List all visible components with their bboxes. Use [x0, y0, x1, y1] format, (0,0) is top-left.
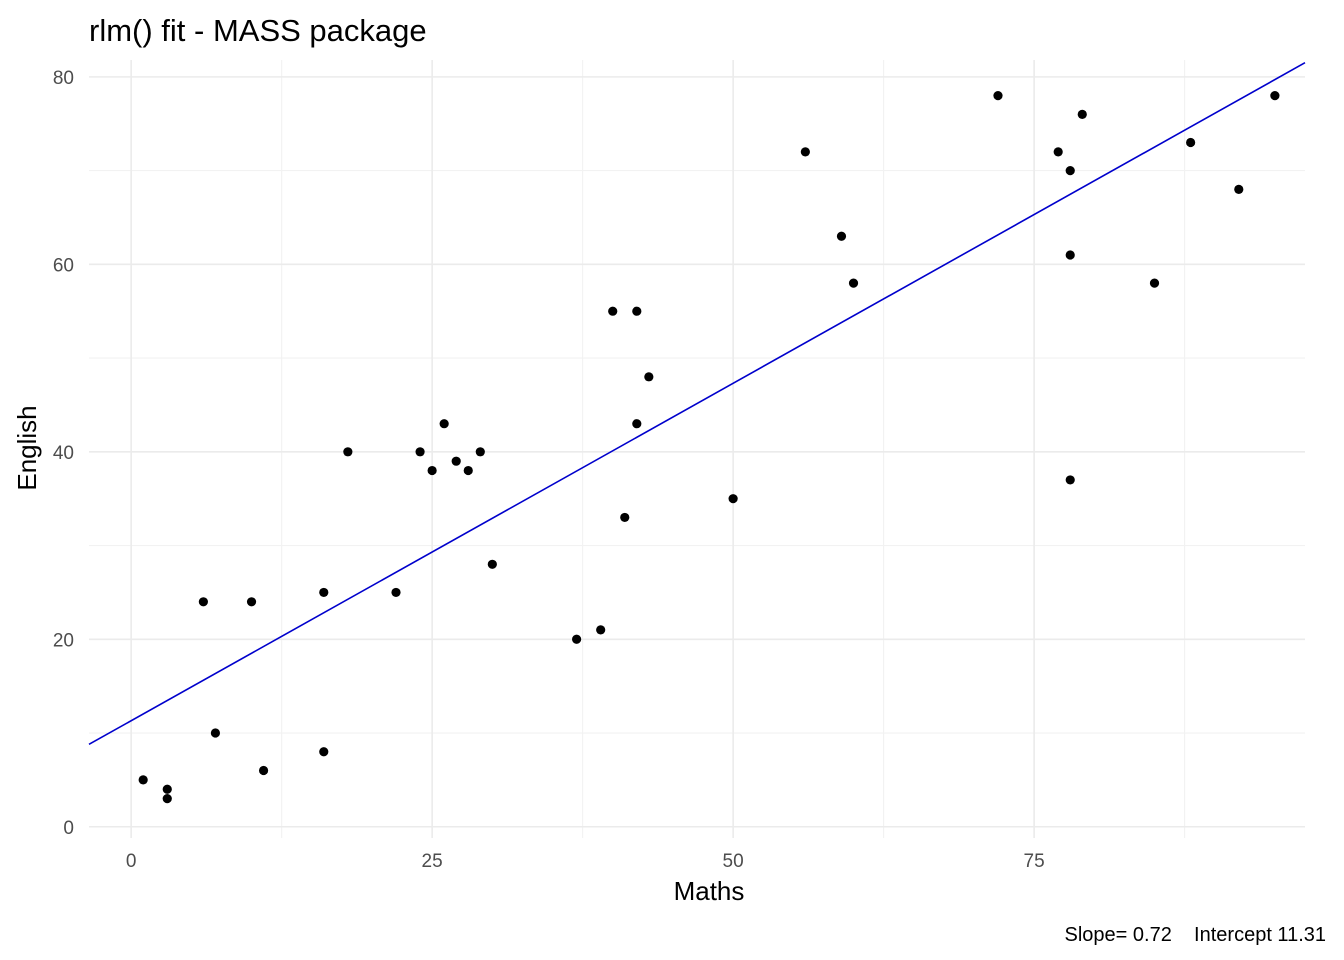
y-tick-label: 40	[53, 443, 74, 464]
x-tick-label: 75	[1024, 851, 1045, 872]
x-tick-label: 0	[126, 851, 137, 872]
data-point	[258, 765, 269, 776]
data-point	[1065, 250, 1075, 260]
x-axis-title: Maths	[674, 876, 745, 906]
data-point	[728, 494, 738, 504]
data-point	[1234, 184, 1244, 194]
data-point	[319, 587, 329, 598]
data-point	[848, 278, 859, 288]
data-point	[608, 306, 618, 316]
y-tick-label: 20	[53, 630, 74, 651]
data-point	[1077, 109, 1087, 119]
data-point	[1065, 475, 1075, 485]
data-point	[1270, 91, 1280, 101]
chart-caption: Slope= 0.72 Intercept 11.31	[1065, 924, 1326, 946]
data-point	[427, 465, 437, 476]
data-point	[343, 447, 353, 457]
fit-line-layer	[88, 62, 1306, 746]
data-point	[1186, 137, 1196, 148]
data-point	[451, 456, 461, 466]
data-point	[162, 784, 172, 794]
data-point	[572, 634, 582, 644]
data-points	[138, 91, 1280, 804]
data-point	[391, 587, 401, 598]
data-point	[415, 447, 425, 457]
data-point	[596, 625, 606, 635]
data-point	[644, 372, 654, 382]
regression-line	[88, 62, 1306, 746]
x-tick-label: 25	[422, 851, 443, 872]
data-point	[439, 419, 449, 429]
data-point	[836, 231, 847, 241]
data-point	[475, 447, 485, 457]
y-tick-label: 0	[63, 818, 74, 839]
grid-lines	[89, 60, 1305, 838]
y-axis-title: English	[12, 405, 42, 490]
data-point	[1065, 166, 1075, 176]
data-point	[210, 728, 221, 738]
data-point	[162, 794, 172, 804]
data-point	[138, 775, 148, 785]
x-tick-label: 50	[723, 851, 744, 872]
data-point	[620, 512, 630, 523]
chart-title: rlm() fit - MASS package	[89, 13, 427, 48]
data-point	[463, 465, 473, 476]
data-point	[993, 91, 1003, 101]
y-tick-label: 60	[53, 255, 74, 276]
data-point	[319, 747, 329, 757]
data-point	[246, 597, 257, 607]
data-point	[487, 559, 497, 569]
data-point	[632, 419, 642, 429]
tick-labels: 0 25 50 75 0 20 40 60 80	[53, 68, 1045, 872]
data-point	[1053, 147, 1063, 157]
y-tick-label: 80	[53, 68, 74, 89]
data-point	[800, 147, 810, 157]
data-point	[1149, 278, 1160, 288]
data-point	[198, 597, 208, 607]
data-point	[632, 306, 642, 316]
